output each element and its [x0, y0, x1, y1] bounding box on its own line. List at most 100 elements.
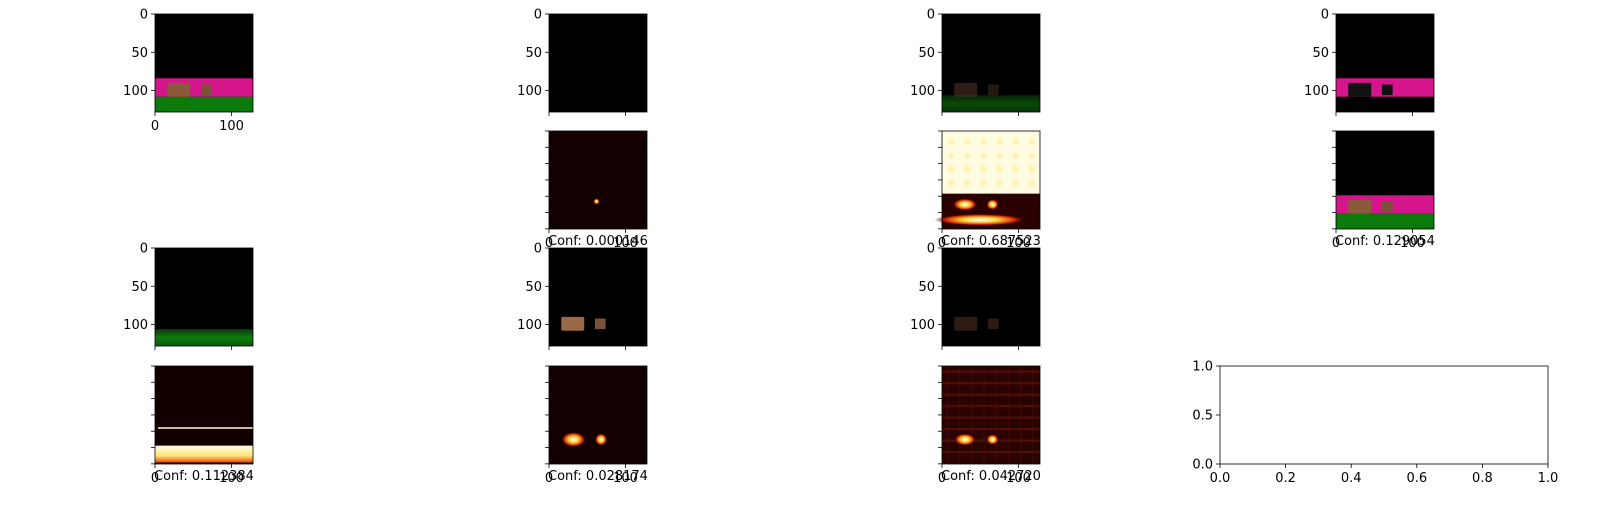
y-tick-label: 0.5: [1192, 409, 1213, 424]
heat-speck: [1028, 152, 1035, 159]
axes-frame: [1335, 13, 1435, 113]
heat-grid-row: [942, 450, 1040, 454]
y-tick-label: 100: [517, 318, 542, 333]
subplot-r1c1: 0 50 100 0 100: [123, 8, 254, 134]
heat-grid-row: [942, 405, 1040, 408]
subplot-r3c2: 0 50 100: [517, 242, 648, 350]
x-tick-label: 100: [219, 471, 244, 486]
green-floor: [1336, 213, 1434, 229]
heat-band: [155, 445, 253, 463]
heat-grid-col: [971, 366, 973, 464]
axes-frame: [154, 13, 254, 113]
object-large: [561, 316, 585, 331]
heat-bg: [549, 131, 647, 229]
heat-grid-col: [958, 366, 961, 464]
x-tick-label: 0: [545, 236, 553, 251]
heat-speck: [1012, 152, 1019, 159]
y-tick-label: 50: [131, 280, 148, 295]
heat-object-large: [954, 433, 976, 446]
heat-object-small: [594, 433, 608, 446]
heat-speck: [1012, 166, 1019, 173]
heat-speck: [980, 152, 987, 159]
heat-grid-row: [942, 416, 1040, 419]
heat-speck: [1012, 180, 1019, 187]
object-large: [954, 316, 978, 331]
y-tick-label: 50: [918, 280, 935, 295]
heat-speck: [980, 138, 987, 145]
heat-speck: [996, 138, 1003, 145]
heat-speck: [996, 152, 1003, 159]
subplot-r4c4: 0.0 0.2 0.4 0.6 0.8 1.0 0.0 0.5 1.0: [1192, 360, 1558, 487]
x-tick-label: 0.6: [1406, 471, 1427, 486]
heat-speck: [996, 180, 1003, 187]
subplot-r1c2: 0 50 100: [517, 8, 648, 116]
image-background: [942, 248, 1040, 346]
heat-grid-row: [942, 370, 1040, 373]
y-tick-label: 100: [910, 84, 935, 99]
axes-frame: [1219, 365, 1549, 465]
axes-frame: [941, 247, 1041, 347]
x-tick-label: 0: [151, 119, 159, 134]
object-small: [1381, 84, 1393, 96]
heat-speck: [980, 166, 987, 173]
heat-bg: [942, 366, 1040, 464]
y-tick-label: 50: [918, 46, 935, 61]
x-tick-label: 100: [613, 236, 638, 251]
x-tick-label: 0: [938, 471, 946, 486]
x-tick-label: 0: [545, 471, 553, 486]
y-tick-label: 100: [517, 84, 542, 99]
y-tick-label: 0.0: [1192, 458, 1213, 473]
y-tick-label: 50: [131, 46, 148, 61]
y-tick-label: 0: [534, 242, 542, 257]
object-small: [200, 84, 212, 96]
heat-grid-col: [1007, 366, 1010, 464]
x-tick-label: 100: [1400, 236, 1425, 251]
heat-speck: [948, 138, 955, 145]
y-tick-label: 100: [123, 84, 148, 99]
x-tick-label: 0: [1332, 236, 1340, 251]
green-floor-dim: [942, 95, 1040, 112]
green-floor: [155, 96, 253, 112]
heat-line: [158, 427, 253, 429]
y-tick-label: 0: [927, 242, 935, 257]
y-tick-label: 0: [1321, 8, 1329, 23]
y-tick-label: 0: [140, 8, 148, 23]
y-tick-label: 50: [1312, 46, 1329, 61]
heat-grid-row: [942, 382, 1040, 385]
y-tick-label: 0: [140, 242, 148, 257]
object-small: [987, 84, 999, 96]
x-tick-label: 0: [938, 236, 946, 251]
heat-object-large: [561, 431, 586, 448]
y-tick-label: 50: [525, 280, 542, 295]
image-background: [549, 248, 647, 346]
confidence-label: Conf: 0.687523: [941, 234, 1041, 249]
x-tick-label: 0.2: [1275, 471, 1296, 486]
y-tick-label: 100: [123, 318, 148, 333]
heat-speck: [964, 138, 971, 145]
object-large: [954, 82, 978, 97]
object-small: [1381, 201, 1393, 213]
heat-bright-area: [942, 131, 1040, 194]
heat-speck: [964, 152, 971, 159]
object-large: [1348, 82, 1372, 97]
heat-speck: [996, 166, 1003, 173]
heat-floor: [934, 213, 1027, 226]
heat-speck: [1012, 138, 1019, 145]
confidence-label: Conf: 0.112384: [154, 469, 254, 484]
confidence-label: Conf: 0.000146: [548, 234, 648, 249]
heat-grid-col: [983, 366, 985, 464]
green-floor-dim: [155, 329, 253, 346]
axes-frame: [548, 13, 648, 113]
x-tick-label: 0.8: [1472, 471, 1493, 486]
heat-object-large: [952, 198, 978, 211]
x-tick-label: 0.4: [1341, 471, 1362, 486]
heat-grid-col: [946, 366, 949, 464]
confidence-label: Conf: 0.028174: [548, 469, 648, 484]
heat-speck: [964, 166, 971, 173]
